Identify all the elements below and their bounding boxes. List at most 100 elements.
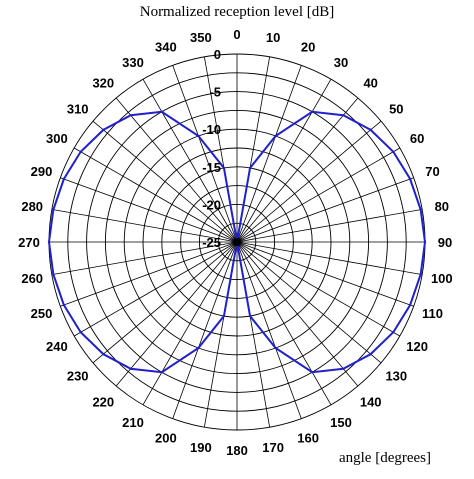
series-point	[79, 331, 82, 334]
radial-tick-label: -15	[202, 160, 221, 175]
angle-tick-label: 0	[233, 27, 240, 42]
angle-axis-label: angle [degrees]	[339, 450, 431, 466]
series-point	[419, 273, 422, 276]
radial-tick-label: 0	[214, 47, 221, 62]
grid-spoke	[236, 65, 302, 243]
angle-tick-label: 270	[18, 235, 40, 250]
grid-spoke	[115, 97, 238, 243]
angle-tick-label: 160	[297, 431, 319, 446]
series-point	[311, 110, 314, 113]
angle-tick-label: 130	[385, 369, 407, 384]
grid-spoke	[236, 241, 302, 419]
series-point	[392, 331, 395, 334]
series-point	[62, 303, 66, 307]
angle-tick-label: 260	[21, 271, 43, 286]
series-point	[102, 128, 105, 132]
angle-tick-label: 240	[46, 339, 68, 354]
grid-spoke	[236, 241, 414, 307]
angle-tick-label: 330	[122, 55, 144, 70]
angle-tick-label: 110	[422, 306, 443, 321]
series-point	[419, 208, 422, 211]
angle-tick-label: 200	[155, 431, 177, 446]
angle-tick-label: 180	[226, 443, 248, 458]
grid-spoke	[115, 241, 238, 387]
radial-tick-label: -20	[202, 197, 221, 212]
grid-spoke	[73, 147, 238, 243]
series-point	[47, 240, 51, 244]
series-point	[129, 367, 132, 370]
angle-tick-label: 100	[431, 271, 453, 286]
series-point	[52, 273, 55, 276]
angle-tick-label: 60	[410, 131, 424, 146]
series-point	[311, 371, 314, 374]
grid-spoke	[51, 208, 238, 243]
grid-spoke	[236, 177, 414, 243]
angular-grid	[49, 54, 425, 430]
angle-tick-label: 310	[67, 101, 89, 116]
series-point	[248, 166, 252, 170]
series-point	[160, 371, 163, 374]
series-point	[369, 128, 372, 132]
grid-spoke	[236, 241, 332, 406]
series-point	[129, 114, 132, 117]
grid-spoke	[236, 97, 359, 243]
grid-spoke	[142, 241, 238, 406]
grid-spoke	[236, 241, 382, 364]
angle-tick-label: 350	[190, 30, 212, 45]
grid-spoke	[236, 208, 423, 243]
angle-tick-label: 280	[21, 199, 43, 214]
series-point	[423, 240, 427, 244]
grid-spoke	[172, 65, 238, 243]
angle-tick-label: 210	[122, 415, 144, 430]
angle-tick-label: 120	[406, 339, 428, 354]
grid-spoke	[60, 177, 238, 243]
angle-tick-label: 320	[92, 76, 114, 91]
grid-spoke	[60, 241, 238, 307]
grid-spoke	[236, 241, 359, 387]
series-point	[369, 352, 372, 356]
grid-spoke	[236, 78, 332, 243]
angle-tick-label: 50	[389, 101, 403, 116]
grid-spoke	[73, 241, 238, 337]
angle-tick-label: 30	[334, 55, 348, 70]
angle-tick-label: 290	[31, 164, 53, 179]
angle-tick-label: 150	[330, 415, 352, 430]
center-dot	[233, 238, 241, 246]
series-point	[102, 352, 105, 356]
angle-tick-label: 80	[435, 199, 449, 214]
center-point	[233, 238, 241, 246]
series-point	[274, 134, 277, 138]
series-point	[197, 346, 200, 350]
angle-tick-label: 140	[360, 394, 382, 409]
series-point	[342, 367, 345, 370]
grid-spoke	[142, 78, 238, 243]
grid-spoke	[236, 147, 401, 243]
angle-tick-label: 10	[266, 30, 280, 45]
series-point	[160, 110, 163, 113]
grid-spoke	[92, 120, 238, 243]
series-point	[62, 177, 66, 181]
grid-spoke	[236, 241, 401, 337]
angle-tick-label: 20	[301, 40, 315, 55]
series-point	[52, 208, 55, 211]
series-point	[222, 166, 226, 170]
angle-tick-label: 220	[92, 394, 114, 409]
angle-tick-label: 170	[262, 440, 284, 455]
radial-tick-label: -25	[202, 235, 221, 250]
angle-tick-label: 40	[363, 76, 377, 91]
angle-tick-label: 340	[155, 40, 177, 55]
series-point	[197, 134, 200, 138]
series-point	[408, 303, 412, 307]
series-point	[392, 150, 395, 153]
series-point	[222, 314, 226, 318]
grid-spoke	[236, 241, 423, 276]
radial-tick-label: -5	[209, 85, 221, 100]
angle-tick-label: 190	[190, 440, 212, 455]
grid-spoke	[51, 241, 238, 276]
series-point	[342, 114, 345, 117]
series-point	[248, 314, 252, 318]
series-point	[408, 177, 412, 181]
grid-spoke	[172, 241, 238, 419]
series-point	[79, 150, 82, 153]
